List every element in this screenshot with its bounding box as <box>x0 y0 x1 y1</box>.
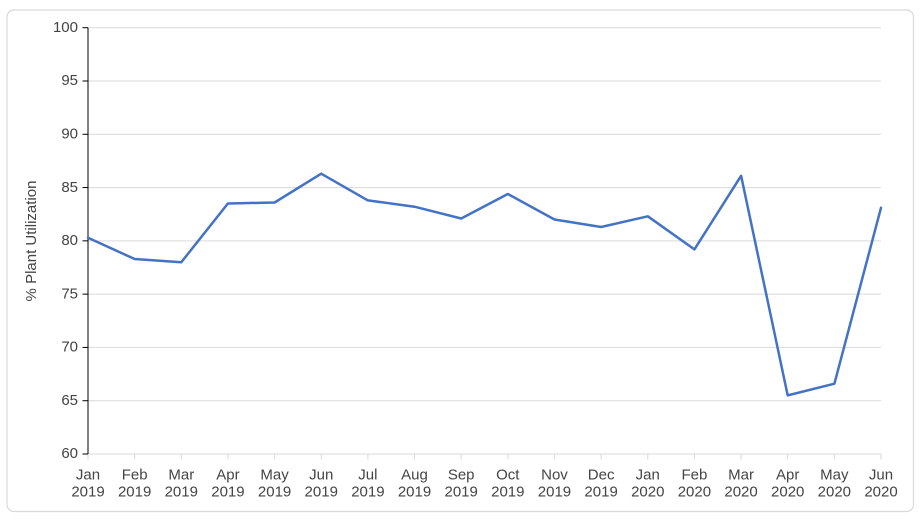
y-axis <box>82 27 89 455</box>
x-tick-label: Jun 2019 <box>305 467 338 501</box>
x-tick-label: Apr 2019 <box>211 467 244 501</box>
y-axis-title: % Plant Utilization <box>23 181 40 302</box>
x-tick-label: May 2019 <box>258 467 291 501</box>
gridlines <box>88 27 881 402</box>
x-tick-label: Nov 2019 <box>538 467 571 501</box>
x-tick-label: Feb 2019 <box>118 467 151 501</box>
x-tick-labels: Jan 2019 Feb 2019 Mar 2019 Apr 2019 May 2019 Jun 20… <box>71 467 897 501</box>
x-tick-label: Feb 2020 <box>678 467 711 501</box>
x-tick-label: Mar 2020 <box>724 467 757 501</box>
x-tick-label: Jan 2020 <box>631 467 664 501</box>
y-tick-label: 60 <box>61 445 78 462</box>
y-tick-label: 70 <box>61 339 78 356</box>
y-tick-label: 65 <box>61 392 78 409</box>
series-line-plant-utilization <box>86 172 883 397</box>
x-tick-label: May 2020 <box>818 467 851 501</box>
y-tick-label: 95 <box>61 72 78 89</box>
x-tick-label: Jul 2019 <box>351 467 384 501</box>
y-tick-labels: 60 65 70 75 80 85 90 95 100 <box>53 19 78 462</box>
x-tick-label: Aug 2019 <box>398 467 431 501</box>
x-tick-label: Sep 2019 <box>444 467 477 501</box>
x-axis <box>87 453 882 460</box>
x-tick-label: Oct 2019 <box>491 467 524 501</box>
x-tick-label: Apr 2020 <box>771 467 804 501</box>
y-tick-label: 85 <box>61 179 78 196</box>
y-tick-label: 100 <box>53 19 78 36</box>
y-tick-label: 80 <box>61 232 78 249</box>
figure-border <box>6 9 915 513</box>
x-tick-label: Jan 2019 <box>71 467 104 501</box>
x-tick-label: Dec 2019 <box>584 467 617 501</box>
x-tick-label: Jun 2020 <box>864 467 897 501</box>
y-tick-label: 90 <box>61 125 78 142</box>
x-tick-label: Mar 2019 <box>165 467 198 501</box>
y-tick-label: 75 <box>61 285 78 302</box>
